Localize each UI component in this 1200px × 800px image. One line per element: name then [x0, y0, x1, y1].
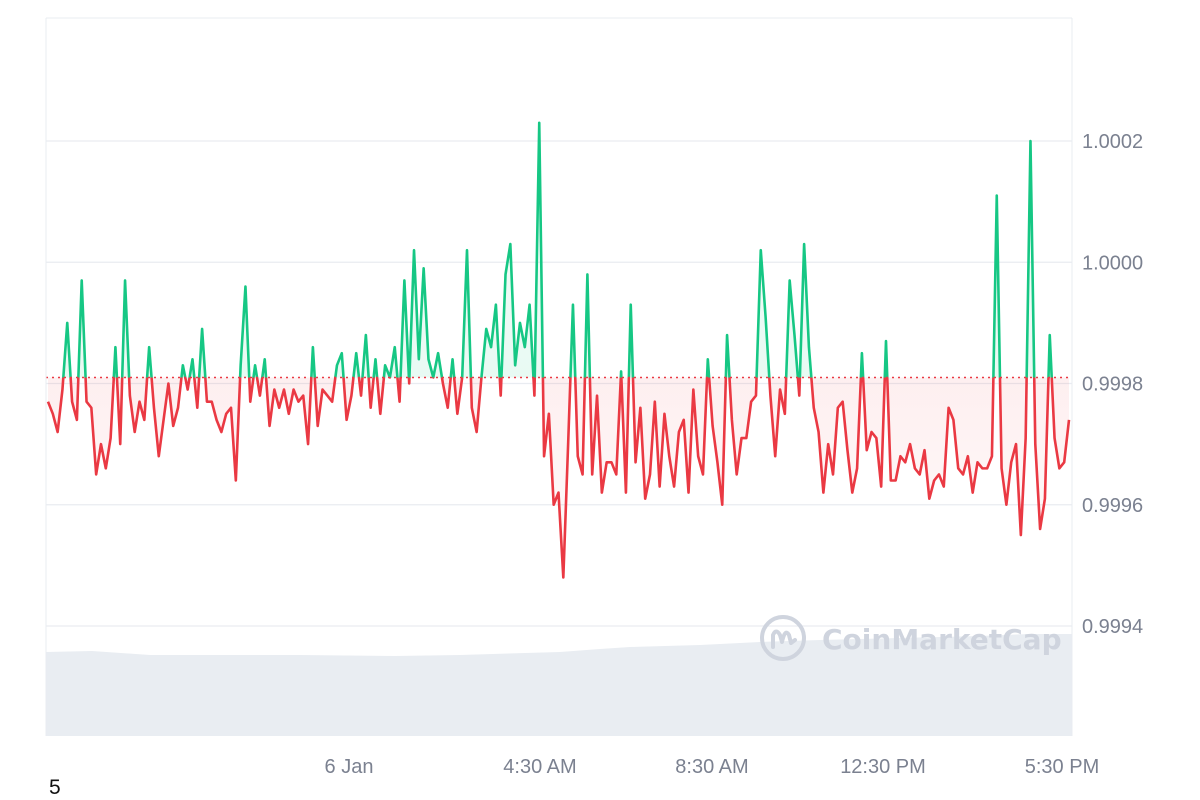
area-above-baseline — [63, 122, 1052, 378]
y-tick-label: 1.0002 — [1082, 131, 1143, 153]
watermark-text: CoinMarketCap — [822, 623, 1062, 656]
x-axis-labels: 6 Jan 4:30 AM 8:30 AM 12:30 PM 5:30 PM — [325, 756, 1100, 778]
y-tick-label: 0.9994 — [1082, 616, 1143, 638]
coinmarketcap-logo-icon — [760, 615, 806, 661]
x-tick-label: 12:30 PM — [840, 756, 926, 778]
x-tick-label: 4:30 AM — [503, 756, 576, 778]
price-line-below — [46, 377, 1071, 579]
y-tick-label: 1.0000 — [1082, 252, 1143, 274]
footer-note: 5 — [49, 776, 61, 799]
volume-area — [46, 634, 1072, 736]
y-tick-label: 0.9996 — [1082, 495, 1143, 517]
area-fills — [48, 122, 1069, 578]
x-tick-label: 5:30 PM — [1025, 756, 1099, 778]
price-lines — [46, 121, 1071, 579]
y-axis-labels: 1.0002 1.0000 0.9998 0.9996 0.9994 — [1082, 131, 1143, 638]
volume-bars — [46, 634, 1072, 736]
x-tick-label: 6 Jan — [325, 756, 374, 778]
area-below-baseline — [48, 377, 1069, 578]
watermark: CoinMarketCap — [760, 615, 1062, 661]
x-tick-label: 8:30 AM — [675, 756, 748, 778]
y-tick-label: 0.9998 — [1082, 374, 1143, 396]
